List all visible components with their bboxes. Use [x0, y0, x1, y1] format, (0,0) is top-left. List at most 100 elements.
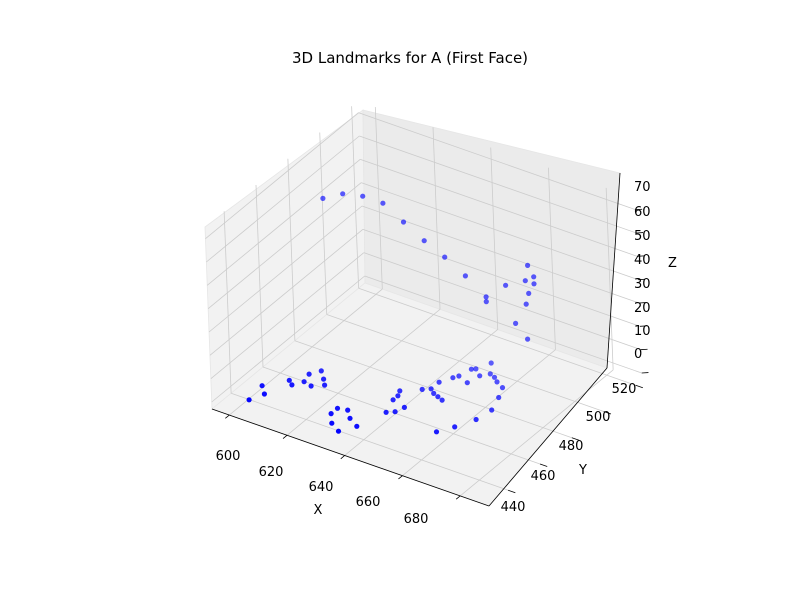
scatter-point	[526, 290, 532, 296]
scatter-point	[456, 373, 462, 379]
scatter-point	[522, 278, 528, 284]
scatter-point	[286, 377, 292, 383]
x-tick-label: 660	[356, 495, 381, 510]
z-gridline	[361, 205, 640, 304]
scatter-point	[334, 405, 341, 411]
scatter-point	[491, 374, 498, 380]
x-tick-mark	[225, 414, 230, 419]
scatter-point	[335, 428, 342, 434]
z-gridline	[205, 112, 359, 239]
scatter-point	[525, 336, 531, 342]
x-tick-mark	[340, 455, 345, 460]
scatter-point	[433, 429, 440, 435]
y-tick-label: 440	[501, 500, 526, 515]
scatter-point	[462, 273, 468, 279]
scatter-point	[531, 281, 537, 287]
axis-lines	[211, 172, 621, 507]
z-gridline	[210, 252, 365, 379]
scatter-point	[246, 397, 252, 403]
z-gridline	[361, 182, 639, 281]
z-tick-label: 30	[634, 277, 651, 292]
scatter-point	[400, 219, 407, 225]
x-gridline	[402, 349, 556, 476]
scatter-point	[328, 411, 334, 417]
scatter-point	[419, 386, 425, 392]
scatter-point	[439, 397, 445, 403]
scatter-point	[392, 409, 398, 415]
z-gridline	[364, 275, 642, 374]
z-gridline	[207, 182, 362, 309]
scatter-point	[360, 193, 366, 199]
scatter-point	[259, 383, 265, 389]
scatter-point	[436, 379, 442, 385]
z-tick-label: 40	[634, 253, 651, 268]
scatter-point	[487, 371, 493, 377]
scatter-point	[483, 299, 489, 305]
y-axis-label: Y	[578, 463, 587, 478]
scatter-point	[401, 404, 407, 410]
chart-title: 3D Landmarks for A (First Face)	[292, 49, 528, 67]
y-gridline	[326, 314, 604, 412]
y-tick-mark	[603, 411, 612, 415]
scatter-point	[301, 379, 307, 385]
scatter-point	[289, 382, 295, 388]
scatter-point	[421, 238, 427, 244]
scatter-point	[499, 385, 506, 391]
scatter-point	[473, 416, 479, 423]
x-gridline	[286, 308, 441, 436]
scatter-point	[488, 360, 494, 366]
z-tick-label: 0	[634, 347, 642, 362]
scatter-point	[320, 195, 326, 201]
z-gridline	[208, 205, 363, 333]
scatter-point	[473, 366, 479, 372]
z-gridline	[363, 252, 641, 351]
x-gridline	[229, 288, 383, 416]
scatter-point	[308, 383, 314, 389]
scatter-point	[452, 424, 458, 430]
y-gridline	[358, 287, 636, 386]
z-tick-label: 70	[634, 180, 651, 195]
scatter-point	[435, 394, 441, 400]
scatter-point	[354, 423, 360, 429]
scatter-point	[390, 397, 396, 403]
scatter-point	[340, 191, 346, 197]
scatter-point	[468, 366, 474, 372]
y-tick-mark	[571, 437, 580, 441]
scatter-point	[395, 393, 401, 399]
scatter-point	[383, 409, 389, 415]
scatter-point	[431, 390, 437, 396]
x-tick-label: 600	[216, 449, 241, 464]
scatter-point	[261, 391, 267, 397]
z-gridline	[362, 228, 641, 327]
x-tick-mark	[282, 434, 288, 439]
z-tick-label: 10	[634, 324, 651, 339]
x-axis-label: X	[314, 503, 323, 518]
y-tick-mark	[635, 384, 643, 389]
scatter-point	[525, 262, 531, 268]
z-gridline	[358, 112, 636, 211]
y-tick-label: 460	[531, 469, 556, 484]
scatter-point	[380, 200, 386, 206]
y-gridline	[262, 366, 541, 465]
x-tick-label: 680	[404, 512, 429, 527]
scatter-point	[489, 407, 495, 413]
scatter-point	[321, 376, 327, 382]
y-tick-label: 480	[559, 439, 584, 454]
scatter-point	[306, 371, 312, 377]
z-gridline	[206, 159, 361, 286]
scatter-point	[494, 379, 500, 385]
z-gridline	[206, 135, 360, 263]
x-tick-mark	[455, 495, 461, 500]
tick-marks	[225, 208, 649, 500]
z-gridline	[360, 158, 638, 257]
z-tick-label: 50	[634, 229, 651, 244]
y-tick-label: 500	[586, 410, 611, 425]
x-tick-mark	[398, 475, 403, 480]
y-tick-label: 520	[612, 382, 637, 397]
y-tick-mark	[507, 489, 516, 494]
scatter-point	[428, 386, 434, 392]
grid-lines	[205, 106, 642, 497]
x-tick-label: 640	[309, 480, 334, 495]
z-gridline	[209, 229, 364, 356]
